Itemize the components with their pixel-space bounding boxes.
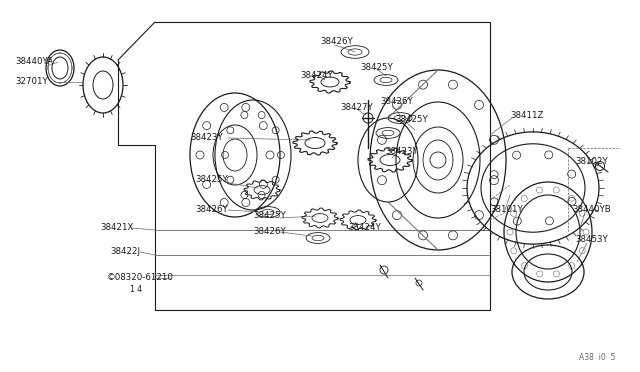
Text: 38427Y: 38427Y (340, 103, 372, 112)
Text: 38421X: 38421X (100, 224, 133, 232)
Text: 32701Y: 32701Y (15, 77, 48, 87)
Text: A38  i0  5: A38 i0 5 (579, 353, 615, 362)
Text: 1 4: 1 4 (130, 285, 142, 295)
Text: 38424Y: 38424Y (348, 224, 381, 232)
Text: 38440YB: 38440YB (572, 205, 611, 215)
Text: 38440YA: 38440YA (15, 58, 53, 67)
Text: 38453Y: 38453Y (575, 235, 608, 244)
Text: 38426Y: 38426Y (195, 205, 228, 215)
Text: 38426Y: 38426Y (380, 97, 413, 106)
Text: 38426Y: 38426Y (253, 228, 285, 237)
Text: 38411Z: 38411Z (510, 110, 543, 119)
Text: 38423Y: 38423Y (190, 134, 223, 142)
Text: 38425Y: 38425Y (253, 211, 285, 219)
Text: 38422J: 38422J (110, 247, 140, 257)
Text: 38423Y: 38423Y (385, 148, 418, 157)
Text: ©08320-61210: ©08320-61210 (107, 273, 174, 282)
Text: 38426Y: 38426Y (320, 38, 353, 46)
Text: 38424Y: 38424Y (300, 71, 333, 80)
Text: 38425Y: 38425Y (395, 115, 428, 125)
Text: 38425Y: 38425Y (195, 176, 228, 185)
Text: 38101Y: 38101Y (490, 205, 523, 215)
Text: 38425Y: 38425Y (360, 64, 393, 73)
Text: 38102Y: 38102Y (575, 157, 608, 167)
